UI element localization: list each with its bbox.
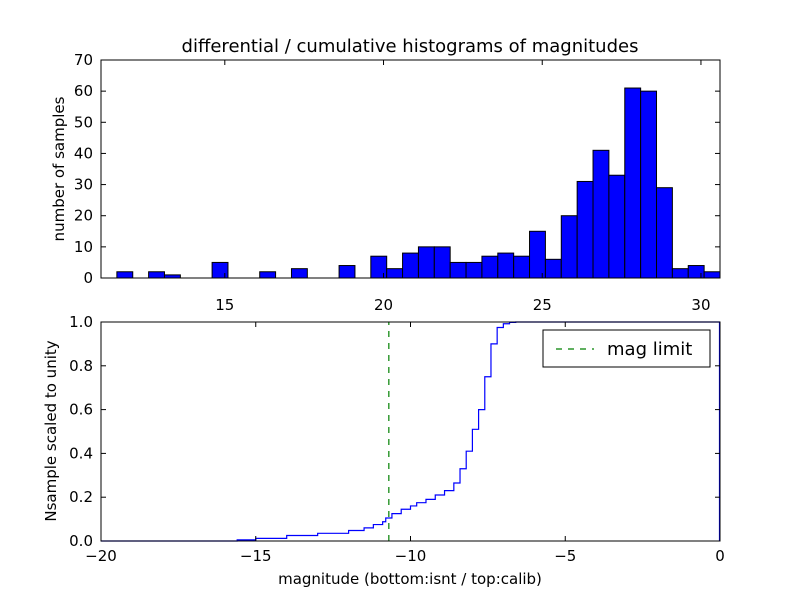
histogram-bar <box>671 268 689 279</box>
cumulative-y-tick-label: 0.6 <box>69 401 93 419</box>
histogram-y-axis-label: number of samples <box>50 96 68 241</box>
histogram-x-tick-label: 20 <box>374 296 393 314</box>
histogram-y-tick-label: 10 <box>74 238 93 256</box>
cumulative-x-tick-label: −5 <box>554 547 576 565</box>
histogram-y-tick-label: 70 <box>74 51 93 69</box>
cumulative-x-tick-label: −10 <box>395 547 427 565</box>
histogram-x-tick-label: 15 <box>215 296 234 314</box>
histogram-bar <box>465 261 483 279</box>
histogram-y-tick-label: 0 <box>83 269 93 287</box>
histogram-bar <box>640 90 658 279</box>
cumulative-y-tick-label: 0.4 <box>69 444 93 462</box>
histogram-bar <box>592 149 610 279</box>
cumulative-y-tick-label: 0.2 <box>69 488 93 506</box>
cumulative-chart: 0.0 0.2 0.4 0.6 0.8 1.0 −20 −15 −10 −5 0 Nsample … <box>42 313 725 588</box>
cumulative-x-tick-label: 0 <box>715 547 725 565</box>
histogram-y-ticks: 0 10 20 30 40 50 60 70 <box>74 51 720 287</box>
legend-label-mag-limit: mag limit <box>607 339 692 360</box>
histogram-bar <box>513 255 531 279</box>
cumulative-x-tick-label: −20 <box>85 547 117 565</box>
histogram-bar <box>529 230 546 279</box>
histogram-y-tick-label: 40 <box>74 144 93 162</box>
histogram-bar <box>417 246 435 279</box>
histogram-bar <box>449 261 467 279</box>
histogram-y-tick-label: 30 <box>74 176 93 194</box>
histogram-frame <box>100 59 721 279</box>
histogram-bar <box>481 255 499 279</box>
cumulative-line <box>101 321 720 542</box>
histogram-bar <box>608 174 626 279</box>
histogram-bar <box>560 215 578 279</box>
histogram-x-tick-label: 25 <box>533 296 552 314</box>
cumulative-y-tick-label: 0.0 <box>69 532 93 550</box>
cumulative-y-tick-label: 1.0 <box>69 313 93 331</box>
histogram-y-tick-label: 20 <box>74 207 93 225</box>
histogram-bar <box>259 271 277 279</box>
cumulative-y-tick-label: 0.8 <box>69 357 93 375</box>
histogram-bar <box>576 180 594 279</box>
cumulative-x-tick-label: −15 <box>240 547 272 565</box>
histogram-bar <box>497 252 515 279</box>
cumulative-y-axis-label: Nsample scaled to unity <box>42 340 60 521</box>
histogram-bar <box>433 246 451 279</box>
histogram-x-ticks: 15 20 25 30 <box>215 60 711 314</box>
cumulative-x-axis-label: magnitude (bottom:isnt / top:calib) <box>278 570 542 588</box>
histogram-bar <box>703 271 721 279</box>
cumulative-x-ticks: −20 −15 −10 −5 0 <box>85 322 725 565</box>
histogram-bar <box>338 265 356 279</box>
histogram-bar <box>116 271 134 279</box>
histogram-bar <box>624 87 642 279</box>
chart-title: differential / cumulative histograms of … <box>182 36 639 57</box>
histogram-bar <box>402 252 419 279</box>
histogram-y-tick-label: 60 <box>74 82 93 100</box>
histogram-bar <box>211 261 229 279</box>
histogram-bar <box>656 187 673 279</box>
histogram-x-tick-label: 30 <box>691 296 710 314</box>
histogram-chart: differential / cumulative histograms of … <box>50 36 721 314</box>
histogram-bars <box>116 87 721 279</box>
histogram-bar <box>370 255 388 279</box>
histogram-bar <box>148 271 165 279</box>
histogram-bar <box>290 268 308 279</box>
legend: mag limit <box>542 329 711 368</box>
histogram-bar <box>687 265 705 279</box>
histogram-bar <box>544 258 562 279</box>
cumulative-frame <box>100 321 721 542</box>
histogram-bar <box>386 268 404 279</box>
histogram-y-tick-label: 50 <box>74 113 93 131</box>
